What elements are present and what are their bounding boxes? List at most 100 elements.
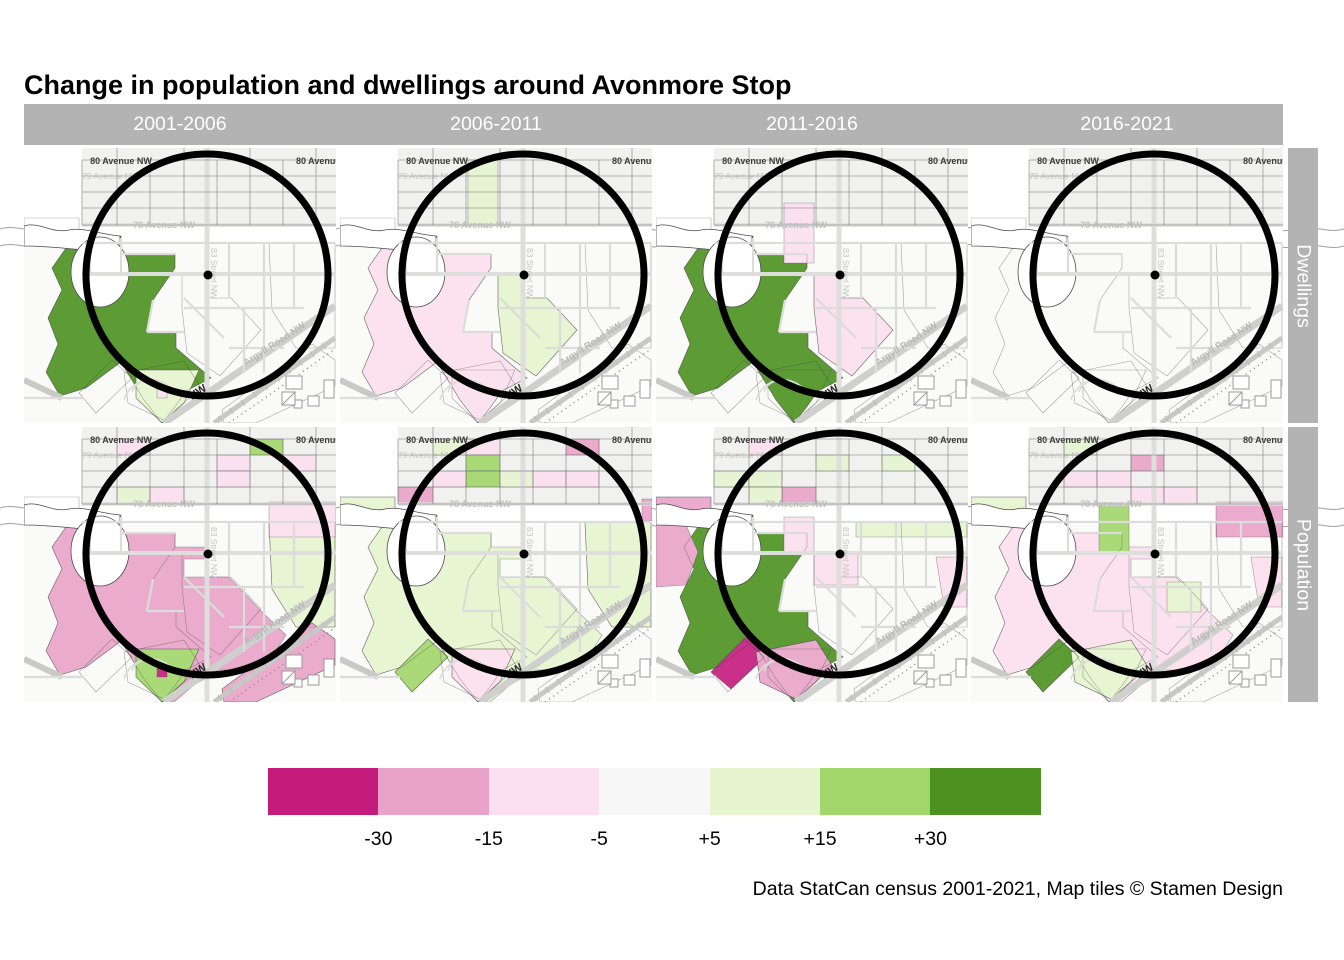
- legend-break-label-+5: +5: [698, 828, 721, 850]
- railway-tick: [545, 407, 550, 415]
- census-boundary: [755, 360, 834, 421]
- street-label-80ave-left: 80 Avenue NW: [722, 435, 784, 445]
- railway-tick: [953, 621, 958, 629]
- railway-tick: [930, 638, 935, 645]
- census-boundary: [992, 514, 1159, 702]
- railway-tick: [849, 415, 855, 423]
- railway-band: [1159, 335, 1283, 423]
- street-argyll: [794, 303, 968, 423]
- legend-swatch-6: [930, 768, 1041, 815]
- street-argyll: [1109, 582, 1283, 702]
- street-label-79ave: 79 Avenue NW: [398, 450, 455, 460]
- stop-marker: [1150, 270, 1160, 280]
- census-boundary: [1025, 359, 1080, 414]
- street-label-80ave-left: 80 Avenue NW: [406, 435, 468, 445]
- railway-tick: [309, 350, 315, 358]
- legend-swatch-0: [268, 768, 379, 815]
- street-label-80ave-right: 80 Avenue NW: [928, 156, 968, 166]
- railway-tick: [1199, 391, 1204, 398]
- railway-band: [844, 335, 968, 423]
- railway-tick: [930, 359, 935, 366]
- building-footprints: [597, 654, 651, 688]
- building: [955, 658, 967, 678]
- building: [307, 674, 320, 686]
- buffer-circle: [1029, 429, 1279, 679]
- stop-marker: [203, 270, 213, 280]
- census-boundary: [439, 360, 518, 421]
- census-boundary: [992, 235, 1159, 423]
- street-minor: [183, 576, 225, 618]
- railway-tick: [1245, 359, 1250, 366]
- building: [1254, 674, 1267, 686]
- map-panel-dwellings-2011-2016: 80 Avenue NW 80 Avenue NW 79 Avenue NW 78 A…: [656, 148, 968, 423]
- building-hatch: [281, 391, 296, 406]
- street-minor: [777, 578, 787, 612]
- facet-row-label-dwellings: Dwellings: [1292, 243, 1315, 328]
- building: [1270, 658, 1282, 678]
- street-argyll: [1109, 303, 1283, 423]
- census-region-topCol: [467, 159, 499, 226]
- building: [307, 395, 320, 407]
- facet-row-label-population: Population: [1292, 518, 1315, 611]
- building: [955, 379, 967, 399]
- street-argyll: [478, 582, 652, 702]
- street-label-80ave-left: 80 Avenue NW: [1037, 435, 1099, 445]
- census-cell: [465, 470, 501, 488]
- building: [623, 674, 636, 686]
- street-label-80ave-right: 80 Avenue NW: [1243, 156, 1283, 166]
- census-boundary: [710, 359, 765, 414]
- railway-tick: [240, 399, 246, 407]
- census-boundary: [677, 514, 844, 702]
- census-region-greenPara: [394, 638, 449, 693]
- road-stub-sw: [971, 377, 1011, 401]
- railway-tick: [252, 670, 257, 677]
- street-label-83st: 83 Street NW: [1156, 248, 1166, 299]
- census-boundary: [78, 359, 133, 414]
- railway-tick: [884, 391, 889, 398]
- building: [939, 395, 952, 407]
- stop-marker: [519, 549, 529, 559]
- road-stub-sw: [24, 377, 64, 401]
- railway-tick: [545, 686, 550, 694]
- railway-tick: [298, 638, 303, 645]
- building: [323, 658, 335, 678]
- building: [1232, 654, 1250, 669]
- top-grid-lines: [397, 427, 652, 505]
- street-label-80ave-right: 80 Avenue NW: [1243, 435, 1283, 445]
- legend-break-label--30: -30: [364, 828, 393, 850]
- road-stub-sw: [340, 656, 380, 680]
- road-stub-sw: [656, 377, 696, 401]
- buffer-circle: [398, 429, 648, 679]
- railway-tick: [861, 407, 866, 415]
- building: [939, 674, 952, 686]
- street-label-80ave-left: 80 Avenue NW: [90, 435, 152, 445]
- stop-marker: [203, 549, 213, 559]
- building-hatch: [1228, 391, 1243, 406]
- street-label-80ave-right: 80 Avenue NW: [296, 156, 336, 166]
- legend-swatch-4: [709, 768, 820, 815]
- street-minor: [499, 297, 541, 339]
- railway-tick: [1187, 678, 1193, 686]
- street-argyll: [478, 303, 652, 423]
- legend-break-label--5: -5: [590, 828, 608, 850]
- street-label-80ave-left: 80 Avenue NW: [1037, 156, 1099, 166]
- railway-tick: [556, 399, 562, 407]
- building-footprints: [597, 375, 651, 409]
- census-cell: [216, 470, 251, 488]
- street-minor: [1092, 299, 1102, 333]
- facet-column-label-4: 2016-2021: [1080, 113, 1174, 135]
- street-label-78ave: 78 Avenue NW: [1080, 499, 1142, 509]
- census-boundary: [394, 359, 449, 414]
- street-label-80ave-right: 80 Avenue NW: [612, 435, 652, 445]
- buffer-circle: [714, 150, 964, 400]
- plot-caption: Data StatCan census 2001-2021, Map tiles…: [752, 878, 1283, 900]
- building-footprints: [913, 654, 967, 688]
- building-hatch: [913, 391, 928, 406]
- map-panel-population-2006-2011: 80 Avenue NW 80 Avenue NW 79 Avenue NW 78 A…: [340, 427, 652, 702]
- railway-tick: [298, 359, 303, 366]
- census-cell: [1063, 470, 1098, 488]
- map-panel-population-2016-2021: 80 Avenue NW 80 Avenue NW 79 Avenue NW 78 A…: [971, 427, 1283, 702]
- legend-swatch-5: [819, 768, 931, 815]
- railway-tick: [625, 350, 631, 358]
- street-minor: [461, 299, 471, 333]
